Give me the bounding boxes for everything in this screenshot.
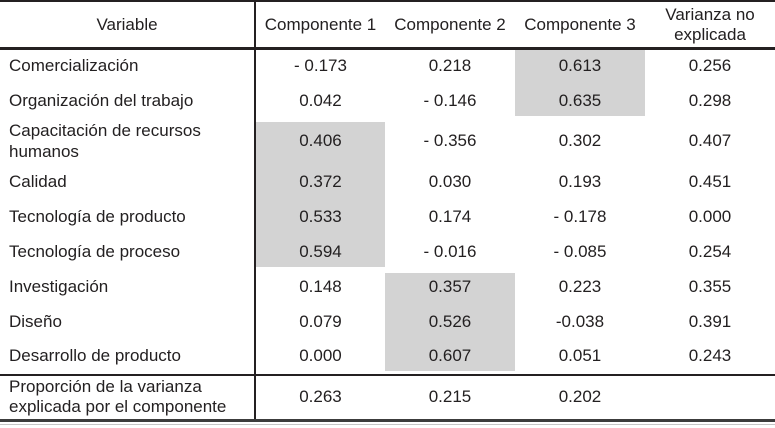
cell-componente-3: 0.223 [558,276,602,296]
cell-variable: Diseño [0,304,256,340]
cell-varianza-no-explicada: 0.000 [688,206,732,226]
cell-varianza-no-explicada: 0.391 [688,311,732,331]
cell-componente-3: 0.051 [558,346,602,366]
cell-componente-3: - 0.085 [553,241,607,261]
cell-varianza-no-explicada: 0.243 [688,346,732,366]
cell-componente-2: 0.174 [428,206,472,226]
footer-label: Proporción de la varianza explicada por … [0,373,256,421]
cell-componente-1: 0.079 [299,311,342,331]
cell-varianza-no-explicada: 0.407 [688,131,732,151]
footer-row: Proporción de la varianza explicada por … [0,373,775,421]
header-row: Variable Componente 1 Componente 2 Compo… [0,1,775,50]
table-row: Capacitación de recursos humanos 0.406 -… [0,118,775,165]
cell-varianza-no-explicada: 0.451 [688,171,732,191]
table-row: Tecnología de producto 0.533 0.174 - 0.1… [0,199,775,235]
cell-componente-2: 0.030 [428,171,472,191]
header-cell-componente-2: Componente 2 [385,1,515,50]
cell-componente-1: 0.148 [299,276,342,296]
cell-componente-2: - 0.356 [423,131,477,151]
cell-componente-2: 0.607 [385,339,515,375]
cell-componente-3: -0.038 [555,311,605,331]
table-row: Diseño 0.079 0.526 -0.038 0.391 [0,304,775,340]
cell-componente-2: 0.357 [385,269,515,305]
header-cell-componente-3: Componente 3 [515,1,645,50]
cell-variable: Organización del trabajo [0,83,256,119]
cell-componente-1: 0.533 [255,199,385,235]
cell-componente-1: 0.042 [299,90,342,110]
cell-componente-1: 0.406 [255,118,385,165]
cell-componente-1: 0.372 [255,164,385,200]
table-header: Variable Componente 1 Componente 2 Compo… [0,1,775,50]
cell-componente-2: - 0.016 [423,241,477,261]
cell-componente-3: 0.193 [558,171,602,191]
table-row: Desarrollo de producto 0.000 0.607 0.051… [0,339,775,375]
cell-componente-1: 0.000 [299,346,342,366]
cell-componente-2: 0.526 [385,304,515,340]
cell-componente-1: - 0.173 [294,56,347,76]
cell-variable: Tecnología de proceso [0,234,256,270]
table-footer: Proporción de la varianza explicada por … [0,373,775,421]
cell-componente-3: 0.613 [515,48,645,84]
cell-componente-3: 0.635 [515,83,645,119]
cell-componente-3: - 0.178 [553,206,607,226]
table-row: Comercialización - 0.173 0.218 0.613 0.2… [0,48,775,84]
cell-variable: Desarrollo de producto [0,339,256,375]
footer-componente-3: 0.202 [515,373,645,421]
cell-varianza-no-explicada: 0.256 [688,56,732,76]
table-row: Investigación 0.148 0.357 0.223 0.355 [0,269,775,305]
cell-varianza-no-explicada: 0.254 [688,241,732,261]
table-row: Organización del trabajo 0.042 - 0.146 0… [0,83,775,119]
footer-componente-1: 0.263 [255,373,385,421]
footer-componente-2: 0.215 [385,373,515,421]
cell-componente-2: 0.218 [428,56,472,76]
footer-varianza-no-explicada [645,373,775,421]
cell-variable: Calidad [0,164,256,200]
table-body: Comercialización - 0.173 0.218 0.613 0.2… [0,48,775,375]
cell-varianza-no-explicada: 0.355 [688,276,732,296]
cell-variable: Investigación [0,269,256,305]
cell-variable: Tecnología de producto [0,199,256,235]
cell-varianza-no-explicada: 0.298 [688,90,732,110]
header-cell-varianza-no-explicada: Varianza no explicada [645,1,775,50]
cell-componente-1: 0.594 [255,234,385,270]
cell-variable: Comercialización [0,48,256,84]
header-cell-componente-1: Componente 1 [255,1,385,50]
table-row: Calidad 0.372 0.030 0.193 0.451 [0,164,775,200]
cell-variable: Capacitación de recursos humanos [0,118,256,165]
cell-componente-3: 0.302 [558,131,602,151]
cell-componente-2: - 0.146 [423,90,477,110]
header-cell-variable: Variable [0,1,256,50]
table-row: Tecnología de proceso 0.594 - 0.016 - 0.… [0,234,775,270]
